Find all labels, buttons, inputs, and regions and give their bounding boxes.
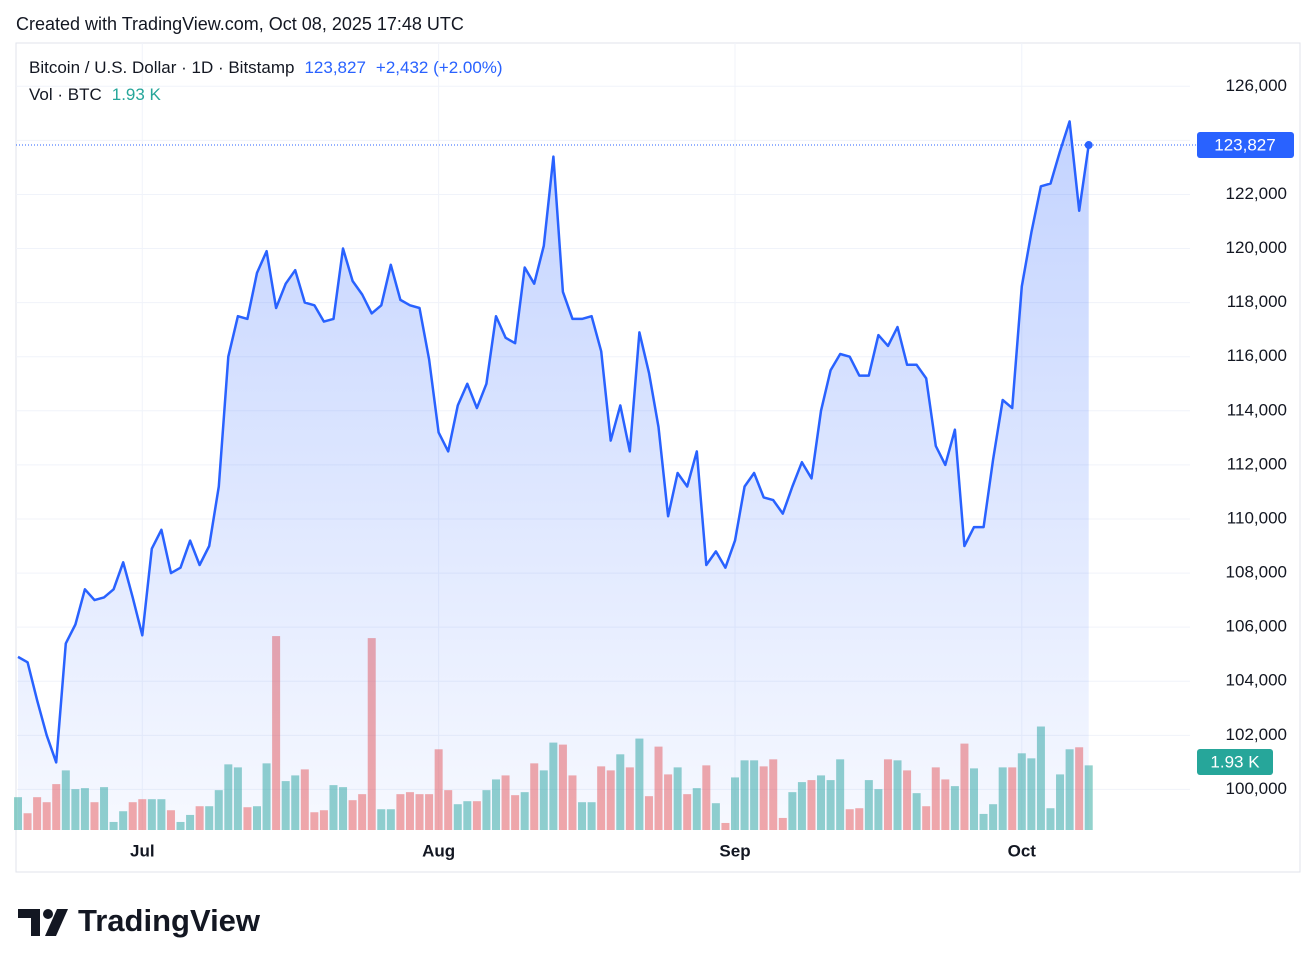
y-tick-label: 116,000 <box>1227 346 1287 365</box>
legend-change: +2,432 (+2.00%) <box>376 58 503 77</box>
y-tick-label: 100,000 <box>1226 779 1287 798</box>
legend-volume-last: 1.93 K <box>112 85 162 104</box>
y-tick-label: 114,000 <box>1227 400 1287 419</box>
brand-name: TradingView <box>78 903 261 938</box>
legend-title: Bitcoin / U.S. Dollar · 1D · Bitstamp <box>29 58 294 77</box>
y-tick-label: 118,000 <box>1227 292 1287 311</box>
y-tick-label: 102,000 <box>1226 725 1287 744</box>
header: Created with TradingView.com, Oct 08, 20… <box>16 14 464 34</box>
y-tick-label: 110,000 <box>1227 508 1287 527</box>
y-tick-label: 108,000 <box>1226 563 1287 582</box>
logo-shape <box>45 909 68 936</box>
volume-badge-label: 1.93 K <box>1210 752 1260 771</box>
logo-shape <box>18 909 40 936</box>
area-fill <box>18 121 1089 830</box>
volume-bar <box>1084 765 1093 830</box>
price-badge <box>1197 132 1294 159</box>
price-line <box>17 120 1090 764</box>
legend-last: 123,827 <box>304 58 365 77</box>
y-tick-label: 106,000 <box>1226 617 1287 636</box>
logo-shape <box>43 909 53 919</box>
y-tick-label: 120,000 <box>1226 238 1287 257</box>
y-tick-label: 104,000 <box>1226 671 1287 690</box>
last-price-dot <box>1084 141 1093 150</box>
x-tick-label: Aug <box>422 841 455 860</box>
plot: 100,000 102,000 104,000 106,000 108,000 110,0… <box>14 43 1287 860</box>
y-tick-label: 122,000 <box>1226 184 1287 203</box>
x-tick-label: Sep <box>719 841 750 860</box>
legend-price: Bitcoin / U.S. Dollar · 1D · Bitstamp 123… <box>29 58 503 77</box>
chart-frame <box>15 42 1301 873</box>
legend-volume: Vol · BTC 1.93 K <box>29 85 162 104</box>
x-tick-label: Jul <box>130 841 155 860</box>
x-tick-label: Oct <box>1008 841 1037 860</box>
legend-volume-title: Vol · BTC <box>29 85 102 104</box>
brand-logo: TradingView <box>18 903 261 938</box>
y-tick-label: 112,000 <box>1227 454 1287 473</box>
price-badge-label: 123,827 <box>1214 136 1275 155</box>
volume-badge <box>1197 749 1273 775</box>
y-tick-label: 126,000 <box>1226 76 1287 95</box>
